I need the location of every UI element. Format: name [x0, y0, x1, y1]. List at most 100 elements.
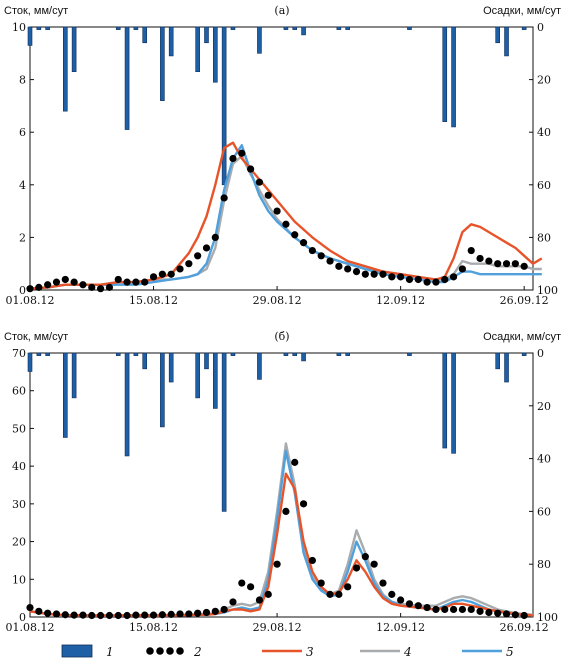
y2-tick-label: 0 — [537, 347, 544, 360]
observed-point — [308, 556, 316, 565]
y-tick-label: 50 — [12, 422, 26, 435]
y-tick-label: 4 — [19, 179, 26, 192]
precip-bar — [62, 352, 68, 438]
observed-point — [502, 610, 511, 618]
observed-point — [202, 608, 211, 617]
observed-point — [282, 220, 290, 228]
precip-bar — [160, 352, 165, 428]
precip-bar — [45, 26, 50, 30]
observed-point — [44, 281, 52, 289]
observed-point — [61, 611, 69, 619]
observed-point — [388, 273, 396, 281]
observed-point — [370, 560, 378, 568]
observed-point — [361, 270, 369, 278]
x-tick-label: 29.08.12 — [253, 621, 302, 634]
precip-bar — [36, 26, 42, 30]
observed-point — [494, 260, 502, 268]
precip-bar — [230, 352, 236, 356]
precip-bar — [195, 352, 200, 399]
observed-point — [114, 611, 122, 620]
y2-tick-label: 100 — [537, 284, 558, 297]
observed-point — [176, 610, 184, 618]
precip-bar — [160, 26, 165, 101]
series-line-m5 — [29, 449, 534, 617]
precip-bar — [283, 352, 289, 356]
precip-bar — [257, 352, 262, 380]
observed-point — [326, 257, 334, 265]
precip-bar — [442, 352, 448, 449]
observed-point — [423, 603, 431, 612]
y2-axis-label: Осадки, мм/сут — [483, 331, 561, 343]
observed-point — [494, 609, 502, 617]
precip-bar — [142, 26, 148, 44]
y-tick-label: 0 — [19, 611, 26, 624]
legend-swatch-precip — [61, 644, 93, 658]
observed-point — [70, 278, 78, 286]
observed-point — [449, 605, 458, 614]
y-axis-label: Сток, мм/сут — [4, 331, 68, 343]
precip-bar — [292, 352, 298, 356]
precip-bar — [336, 26, 342, 30]
precip-bar — [442, 26, 448, 122]
observed-point — [26, 603, 34, 612]
observed-point — [123, 278, 131, 286]
y-tick-label: 2 — [19, 231, 26, 244]
y-tick-label: 60 — [12, 385, 26, 398]
precip-bar — [345, 352, 350, 356]
precip-bar — [301, 26, 306, 36]
y2-tick-label: 0 — [537, 21, 544, 34]
y2-tick-label: 40 — [537, 453, 551, 466]
observed-point — [335, 590, 343, 598]
observed-point — [35, 607, 43, 615]
observed-point — [352, 267, 361, 276]
observed-point — [35, 283, 43, 291]
observed-point — [291, 458, 299, 466]
observed-point — [255, 596, 264, 604]
precip-bar — [204, 26, 209, 44]
observed-point — [194, 252, 202, 260]
observed-point — [458, 265, 467, 273]
observed-point — [202, 244, 211, 252]
observed-point — [370, 270, 378, 278]
observed-point — [141, 611, 149, 619]
y2-tick-label: 80 — [537, 558, 551, 571]
x-tick-label: 15.08.12 — [129, 294, 178, 307]
observed-point — [352, 564, 361, 572]
observed-point — [511, 260, 519, 268]
legend-label-obs: 2 — [193, 645, 202, 659]
precip-bar — [283, 26, 289, 30]
observed-point — [176, 265, 184, 273]
observed-point — [149, 273, 158, 281]
precip-bar — [115, 352, 121, 356]
precip-bar — [301, 352, 306, 362]
precip-bar — [213, 26, 218, 83]
observed-point — [308, 246, 316, 255]
observed-point — [132, 611, 140, 619]
observed-point — [96, 611, 105, 620]
observed-point — [511, 611, 519, 619]
observed-point — [105, 283, 114, 291]
observed-point — [414, 275, 422, 284]
precip-bar — [115, 26, 121, 30]
y-tick-label: 70 — [12, 347, 26, 360]
observed-point — [502, 260, 511, 268]
precip-bar — [142, 352, 148, 370]
precip-bar — [133, 26, 139, 30]
observed-point — [273, 207, 281, 215]
precip-bar — [521, 352, 527, 356]
observed-point — [194, 609, 202, 617]
observed-point — [158, 611, 166, 619]
panel-label: (а) — [274, 4, 289, 17]
observed-point — [388, 590, 396, 598]
observed-point — [405, 275, 414, 284]
observed-point — [264, 590, 272, 598]
observed-point — [317, 252, 325, 260]
precip-bar — [407, 352, 412, 356]
observed-point — [449, 273, 458, 281]
precip-bar — [45, 352, 50, 356]
x-tick-label: 26.09.12 — [500, 621, 549, 634]
observed-point — [467, 605, 475, 614]
y-tick-label: 10 — [12, 21, 26, 34]
precip-bar — [504, 26, 509, 57]
observed-point — [361, 553, 369, 561]
